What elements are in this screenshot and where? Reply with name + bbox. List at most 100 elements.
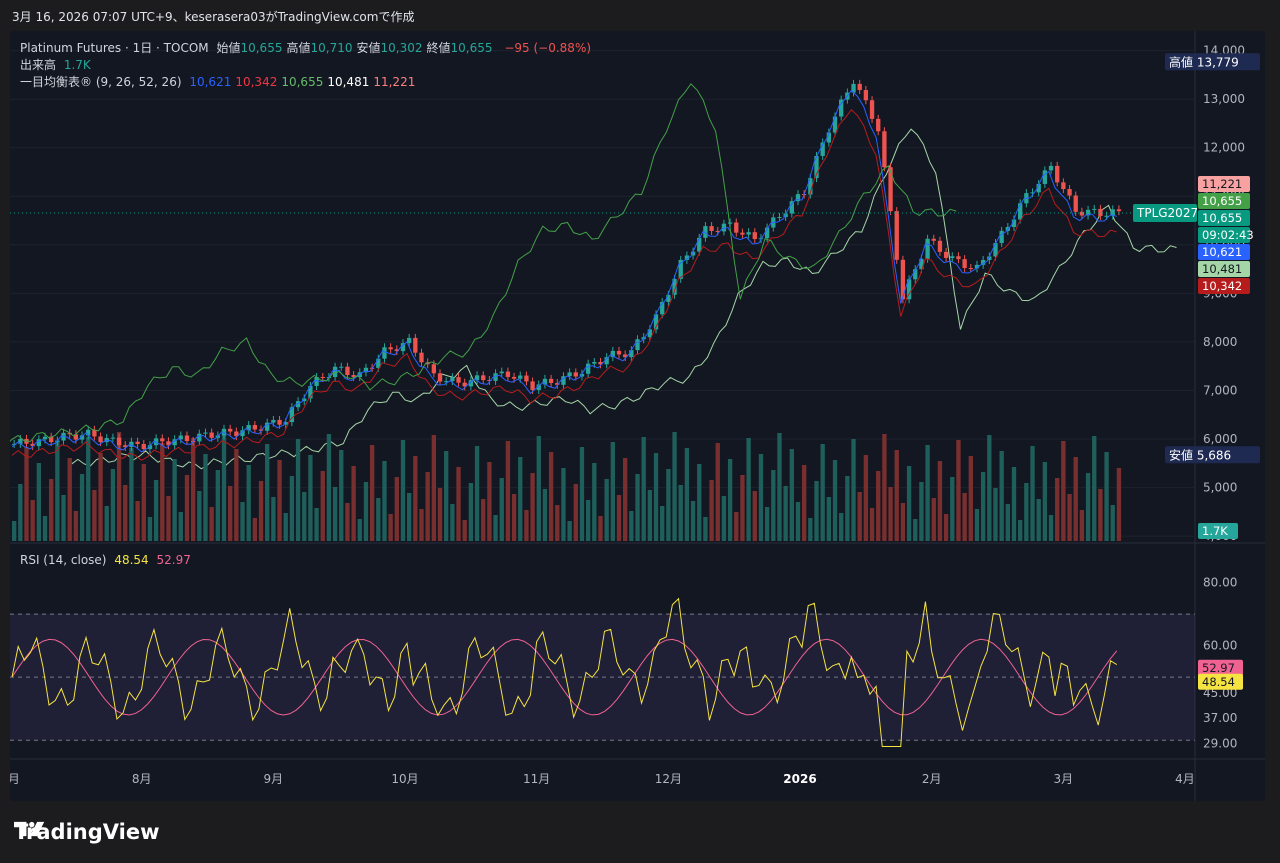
candle-body — [42, 436, 48, 440]
tradingview-brand[interactable]: TradingView — [14, 820, 159, 844]
candle-body — [548, 378, 554, 384]
volume-bar — [943, 514, 949, 541]
candle-body — [764, 227, 770, 239]
rsi-label[interactable]: RSI (14, close) — [20, 553, 107, 567]
ohlc-label: 安値 — [356, 41, 381, 55]
price-tick-label: 7,000 — [1203, 383, 1237, 397]
volume-bar — [339, 450, 344, 541]
candle-body — [820, 142, 825, 156]
candle-body — [49, 436, 54, 443]
volume-bar — [141, 464, 146, 541]
candle-body — [400, 343, 406, 352]
volume-bar — [869, 508, 875, 541]
volume-bar — [67, 458, 72, 541]
volume-bar — [363, 482, 369, 541]
volume-bar — [92, 490, 97, 541]
volume-bar — [73, 511, 79, 541]
candle-body — [289, 407, 295, 423]
chart-canvas[interactable]: 14,00013,00012,00011,00010,0009,0008,000… — [10, 31, 1265, 801]
ichimoku-value: 10,621 — [189, 75, 232, 89]
ohlc-value: 10,655 — [240, 41, 283, 55]
volume-bar — [49, 479, 54, 541]
candle-body — [431, 364, 437, 374]
candle-body — [752, 232, 757, 240]
volume-bar — [42, 516, 48, 541]
price-tag: 10,481 — [1202, 262, 1242, 276]
volume-bar — [110, 469, 116, 541]
volume-bar — [925, 445, 930, 541]
volume-bar — [752, 491, 757, 541]
rsi-ma-value: 52.97 — [156, 553, 191, 567]
candle-body — [407, 337, 412, 344]
volume-tag: 1.7K — [1202, 524, 1228, 538]
candle-body — [116, 437, 122, 446]
ohlc-value: 10,302 — [380, 41, 423, 55]
candle-body — [351, 375, 356, 378]
candle-body — [160, 438, 165, 442]
volume-bar — [98, 453, 103, 541]
candle-body — [1079, 211, 1085, 216]
volume-label[interactable]: 出来高 — [20, 58, 57, 72]
candle-body — [98, 436, 103, 443]
candle-body — [141, 444, 146, 450]
price-tag-bg — [1198, 193, 1250, 209]
candle-body — [73, 434, 79, 440]
volume-bar — [147, 517, 153, 541]
volume-bar — [734, 512, 739, 541]
volume-bar — [474, 446, 480, 541]
volume-bar — [666, 469, 671, 541]
volume-bar — [524, 510, 529, 541]
volume-bar — [764, 507, 770, 541]
candle-body — [234, 431, 239, 437]
candle-body — [869, 100, 875, 119]
volume-bar — [295, 439, 301, 541]
volume-bar — [690, 501, 696, 541]
candle-body — [413, 337, 418, 353]
time-tick-label: 10月 — [391, 772, 418, 786]
price-tick-label: 8,000 — [1203, 335, 1237, 349]
axis-label-bg — [1165, 446, 1260, 464]
candle-body — [511, 376, 517, 379]
volume-bar — [153, 480, 159, 541]
volume-bar — [573, 484, 578, 541]
candle-body — [1048, 165, 1054, 171]
ohlc-label: 始値 — [216, 41, 241, 55]
volume-bar — [888, 487, 893, 541]
volume-bar — [234, 449, 239, 541]
volume-bar — [820, 444, 825, 541]
volume-bar — [771, 470, 776, 541]
candle-body — [882, 131, 887, 168]
ichimoku-label[interactable]: 一目均衡表® (9, 26, 52, 26) — [20, 75, 182, 89]
candle-body — [1116, 209, 1122, 212]
volume-bar — [332, 487, 338, 541]
chart-frame[interactable]: 14,00013,00012,00011,00010,0009,0008,000… — [10, 31, 1265, 801]
volume-bar — [437, 488, 443, 541]
volume-bar — [511, 494, 517, 541]
ohlc-value: 10,710 — [310, 41, 353, 55]
volume-bar — [246, 465, 251, 541]
volume-bar — [623, 458, 628, 541]
candle-body — [734, 222, 739, 233]
volume-bar — [647, 490, 653, 541]
price-tick-label: 12,000 — [1203, 141, 1245, 155]
volume-bar — [172, 459, 177, 541]
volume-bar — [1061, 441, 1066, 541]
axis-label-bg — [1165, 53, 1260, 71]
volume-bar — [1085, 473, 1091, 541]
volume-bar — [610, 442, 615, 541]
candle-body — [79, 435, 85, 440]
candle-body — [721, 223, 727, 232]
candle-body — [437, 373, 443, 382]
symbol-title[interactable]: Platinum Futures · 1日 · TOCOM — [20, 41, 209, 55]
candle-body — [302, 398, 307, 402]
candle-body — [135, 441, 140, 445]
ichimoku-value: 10,481 — [327, 75, 370, 89]
candle-body — [314, 377, 319, 386]
symbol-tag-bg — [1133, 203, 1197, 222]
candle-body — [610, 350, 615, 358]
candle-body — [178, 435, 183, 440]
volume-bar — [530, 473, 535, 541]
candle-body — [746, 232, 751, 235]
volume-bar — [79, 474, 85, 541]
volume-value: 1.7K — [63, 58, 91, 72]
